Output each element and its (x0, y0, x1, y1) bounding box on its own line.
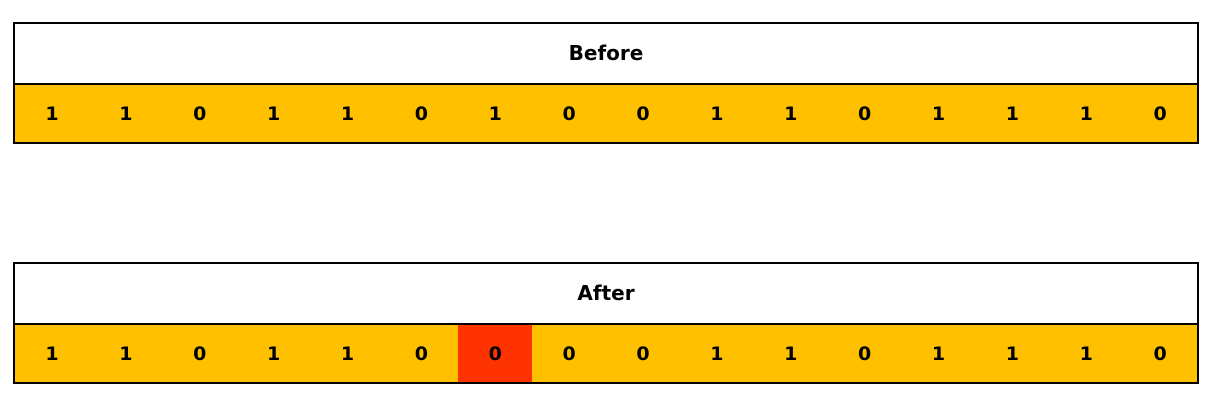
before-bit-cell: 1 (88, 85, 163, 142)
before-bit-cell: 0 (827, 85, 902, 142)
before-bit-cell: 0 (162, 85, 237, 142)
after-bit-cell: 1 (310, 325, 385, 382)
after-bit-cell-flipped: 0 (458, 325, 533, 382)
after-bit-cell: 1 (975, 325, 1050, 382)
after-bit-cell: 1 (15, 325, 89, 382)
before-bit-cell: 1 (310, 85, 385, 142)
after-bit-cell: 1 (236, 325, 311, 382)
before-bit-cell: 0 (1123, 85, 1197, 142)
after-bit-cell: 1 (753, 325, 828, 382)
after-bit-cell: 0 (384, 325, 459, 382)
after-bit-cell: 1 (1049, 325, 1124, 382)
before-bit-cell: 1 (753, 85, 828, 142)
before-bit-cell: 0 (384, 85, 459, 142)
before-bit-cell: 0 (606, 85, 680, 142)
after-bit-cell: 0 (532, 325, 606, 382)
before-title: Before (15, 24, 1197, 85)
after-bit-cell: 0 (827, 325, 902, 382)
before-bit-cell: 0 (532, 85, 606, 142)
after-bit-cell: 1 (679, 325, 754, 382)
before-bit-cell: 1 (901, 85, 976, 142)
after-bit-cell: 0 (162, 325, 237, 382)
before-bit-cell: 1 (236, 85, 311, 142)
before-bit-cell: 1 (679, 85, 754, 142)
after-bit-cell: 1 (88, 325, 163, 382)
after-bit-cell: 0 (606, 325, 680, 382)
after-bit-cell: 0 (1123, 325, 1197, 382)
before-bit-cell: 1 (15, 85, 89, 142)
before-bit-cell: 1 (975, 85, 1050, 142)
before-bit-cell: 1 (458, 85, 533, 142)
before-bit-cell: 1 (1049, 85, 1124, 142)
after-bit-cell: 1 (901, 325, 976, 382)
after-title: After (15, 264, 1197, 325)
